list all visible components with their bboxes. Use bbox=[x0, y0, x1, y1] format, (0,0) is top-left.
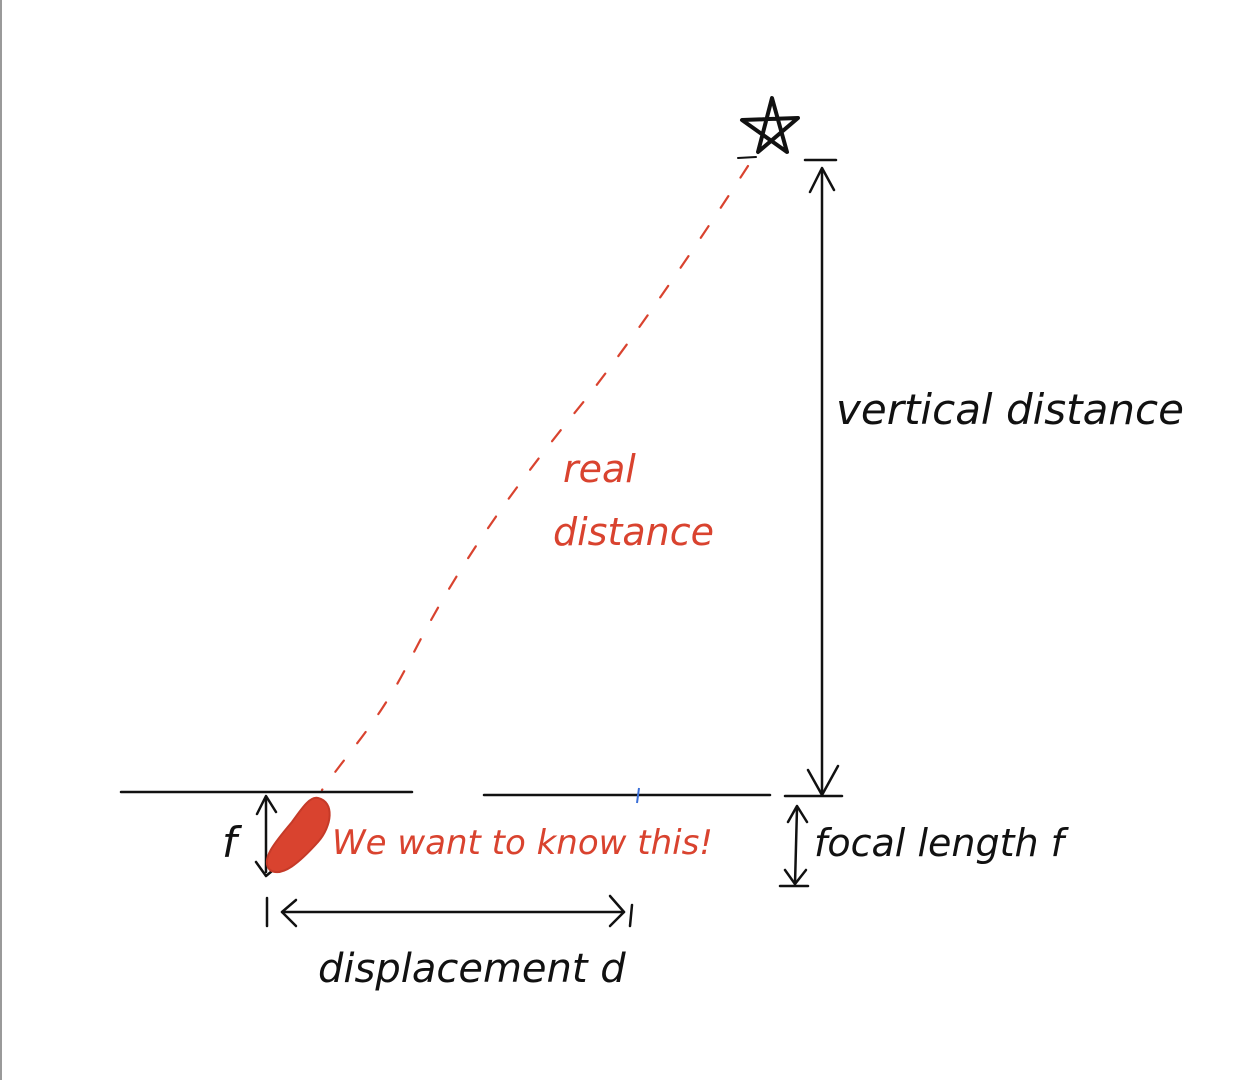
center-tick bbox=[636, 787, 640, 804]
highlight-patch bbox=[265, 796, 331, 873]
real-distance-label-line1: real bbox=[563, 447, 636, 491]
focal-length-label: focal length f bbox=[814, 821, 1070, 865]
real-distance-line bbox=[320, 164, 750, 792]
star-tick bbox=[737, 156, 757, 159]
displacement-arrow bbox=[265, 894, 634, 928]
vertical-distance-label: vertical distance bbox=[836, 385, 1184, 434]
displacement-label: displacement d bbox=[318, 946, 626, 992]
annotation-label: We want to know this! bbox=[332, 823, 713, 863]
left-f-label: f bbox=[222, 818, 243, 867]
vertical-distance-arrow bbox=[803, 158, 840, 797]
real-distance-label-line2: distance bbox=[553, 510, 714, 554]
right-focal-arrow bbox=[778, 804, 810, 888]
star-icon bbox=[740, 96, 800, 154]
